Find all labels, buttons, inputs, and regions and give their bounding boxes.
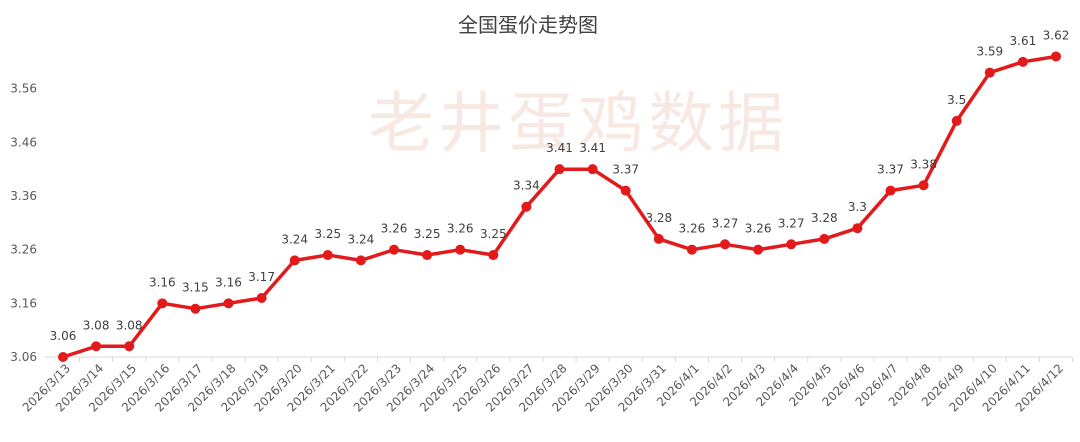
y-axis: 3.06 3.16 3.26 3.36 3.46 3.56	[10, 82, 37, 364]
data-point	[58, 352, 68, 362]
data-label: 3.61	[1010, 34, 1037, 48]
data-point	[256, 292, 267, 303]
data-point	[124, 341, 135, 352]
data-label: 3.38	[910, 157, 937, 171]
y-tick-label: 3.36	[10, 189, 37, 203]
data-label: 3.06	[50, 329, 77, 343]
data-label: 3.37	[612, 163, 639, 177]
data-point	[653, 233, 664, 244]
data-label: 3.27	[712, 216, 739, 230]
data-point	[786, 239, 797, 250]
data-label: 3.08	[116, 318, 143, 332]
y-tick-label: 3.16	[10, 296, 37, 310]
data-label: 3.16	[149, 275, 176, 289]
data-label: 3.26	[745, 222, 772, 236]
data-point	[885, 185, 896, 196]
data-point	[587, 164, 598, 175]
data-point	[1051, 51, 1061, 62]
y-tick-label: 3.46	[10, 135, 37, 149]
data-point	[223, 298, 234, 309]
data-label: 3.26	[381, 222, 408, 236]
data-point	[686, 244, 697, 255]
data-point	[819, 233, 830, 244]
data-label: 3.59	[976, 45, 1003, 59]
data-point	[521, 201, 532, 212]
data-point	[554, 164, 565, 175]
y-tick-label: 3.06	[10, 350, 37, 364]
data-label: 3.37	[877, 163, 904, 177]
y-tick-label: 3.26	[10, 243, 37, 257]
data-label: 3.28	[811, 211, 838, 225]
data-point	[918, 180, 929, 191]
data-labels: 3.06 3.08 3.08 3.16 3.15 3.16 3.17 3.24 3.25 3.24…	[50, 28, 1070, 343]
watermark-text: 老井蛋鸡数据	[368, 85, 788, 162]
data-point	[322, 250, 333, 261]
data-point	[984, 67, 995, 78]
data-points	[58, 51, 1061, 362]
data-label: 3.26	[447, 222, 474, 236]
data-label: 3.08	[83, 318, 110, 332]
data-point	[422, 250, 433, 261]
data-label: 3.27	[778, 216, 805, 230]
data-label: 3.62	[1043, 28, 1070, 42]
data-point	[455, 244, 466, 255]
data-label: 3.5	[947, 93, 966, 107]
data-label: 3.26	[679, 222, 706, 236]
data-point	[355, 255, 366, 266]
data-point	[951, 115, 962, 126]
chart-title: 全国蛋价走势图	[458, 13, 598, 37]
data-label: 3.15	[182, 281, 209, 295]
data-point	[488, 250, 499, 261]
data-point	[852, 223, 863, 234]
data-label: 3.24	[348, 232, 375, 246]
x-axis: 2026/3/132026/3/142026/3/152026/3/162026…	[20, 357, 1074, 415]
data-label: 3.24	[281, 232, 308, 246]
data-point	[720, 239, 730, 250]
data-point	[157, 298, 168, 309]
data-label: 3.25	[414, 227, 441, 241]
y-tick-label: 3.56	[10, 82, 37, 96]
data-label: 3.34	[513, 179, 540, 193]
data-label: 3.41	[579, 141, 606, 155]
data-label: 3.3	[848, 200, 867, 214]
data-point	[753, 244, 764, 255]
data-point	[91, 341, 102, 352]
data-point	[389, 244, 399, 255]
data-label: 3.16	[215, 275, 242, 289]
data-point	[620, 185, 631, 196]
data-point	[289, 255, 300, 266]
data-label: 3.25	[314, 227, 341, 241]
data-point	[1017, 56, 1028, 67]
data-label: 3.25	[480, 227, 507, 241]
data-label: 3.41	[546, 141, 573, 155]
data-label: 3.28	[645, 211, 672, 225]
data-point	[190, 303, 201, 314]
data-label: 3.17	[248, 270, 275, 284]
